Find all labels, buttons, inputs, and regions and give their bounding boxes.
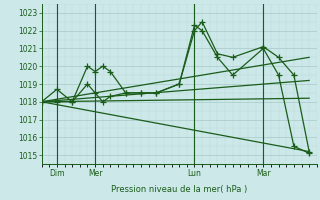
Text: Pression niveau de la mer( hPa ): Pression niveau de la mer( hPa ) — [111, 185, 247, 194]
Text: Mar: Mar — [256, 169, 271, 178]
Text: Mer: Mer — [88, 169, 102, 178]
Text: Dim: Dim — [49, 169, 65, 178]
Text: Lun: Lun — [188, 169, 201, 178]
